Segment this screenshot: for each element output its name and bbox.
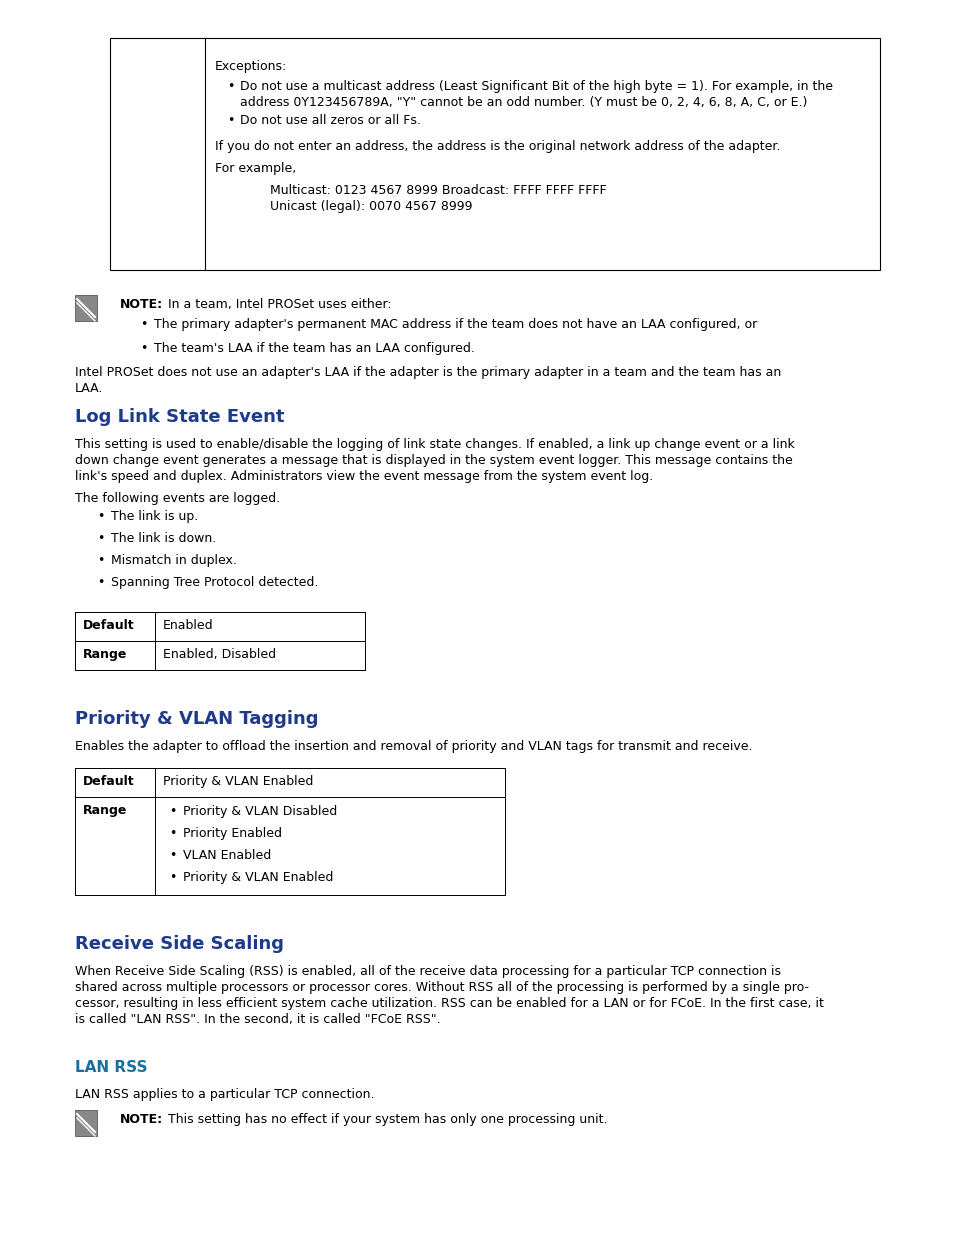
Text: •: •: [169, 848, 176, 862]
Text: The link is up.: The link is up.: [111, 510, 198, 522]
Text: •: •: [97, 532, 104, 545]
Text: This setting has no effect if your system has only one processing unit.: This setting has no effect if your syste…: [164, 1113, 607, 1126]
Text: Spanning Tree Protocol detected.: Spanning Tree Protocol detected.: [111, 576, 318, 589]
Bar: [75, 1110, 97, 1136]
Text: Default: Default: [83, 619, 134, 632]
Text: •: •: [169, 805, 176, 818]
Text: Default: Default: [83, 776, 134, 788]
Text: Range: Range: [83, 648, 128, 661]
Text: •: •: [97, 576, 104, 589]
Bar: [75, 295, 97, 321]
Text: LAN RSS: LAN RSS: [75, 1060, 148, 1074]
Text: shared across multiple processors or processor cores. Without RSS all of the pro: shared across multiple processors or pro…: [75, 981, 808, 994]
Text: LAN RSS applies to a particular TCP connection.: LAN RSS applies to a particular TCP conn…: [75, 1088, 375, 1100]
Text: The team's LAA if the team has an LAA configured.: The team's LAA if the team has an LAA co…: [153, 342, 475, 354]
Text: Receive Side Scaling: Receive Side Scaling: [75, 935, 284, 953]
Text: Priority & VLAN Enabled: Priority & VLAN Enabled: [163, 776, 313, 788]
Text: address 0Y123456789A, "Y" cannot be an odd number. (Y must be 0, 2, 4, 6, 8, A, : address 0Y123456789A, "Y" cannot be an o…: [240, 96, 806, 109]
Text: •: •: [140, 317, 147, 331]
Text: This setting is used to enable/disable the logging of link state changes. If ena: This setting is used to enable/disable t…: [75, 438, 794, 451]
Text: In a team, Intel PROSet uses either:: In a team, Intel PROSet uses either:: [164, 298, 392, 311]
Text: Priority & VLAN Disabled: Priority & VLAN Disabled: [183, 805, 337, 818]
Text: Unicast (legal): 0070 4567 8999: Unicast (legal): 0070 4567 8999: [270, 200, 472, 212]
Text: Priority & VLAN Enabled: Priority & VLAN Enabled: [183, 871, 333, 884]
Text: Priority Enabled: Priority Enabled: [183, 827, 282, 840]
Text: Intel PROSet does not use an adapter's LAA if the adapter is the primary adapter: Intel PROSet does not use an adapter's L…: [75, 366, 781, 379]
Text: NOTE:: NOTE:: [120, 1113, 163, 1126]
Text: link's speed and duplex. Administrators view the event message from the system e: link's speed and duplex. Administrators …: [75, 471, 653, 483]
Text: Do not use all zeros or all Fs.: Do not use all zeros or all Fs.: [240, 114, 420, 127]
Text: •: •: [169, 871, 176, 884]
Text: Exceptions:: Exceptions:: [214, 61, 287, 73]
Text: Range: Range: [83, 804, 128, 818]
Text: •: •: [140, 342, 147, 354]
Text: Enabled, Disabled: Enabled, Disabled: [163, 648, 275, 661]
Text: LAA.: LAA.: [75, 382, 103, 395]
Text: The link is down.: The link is down.: [111, 532, 216, 545]
Text: NOTE:: NOTE:: [120, 298, 163, 311]
Text: If you do not enter an address, the address is the original network address of t: If you do not enter an address, the addr…: [214, 140, 780, 153]
Text: Enables the adapter to offload the insertion and removal of priority and VLAN ta: Enables the adapter to offload the inser…: [75, 740, 752, 753]
Bar: [110, 38, 879, 270]
Text: For example,: For example,: [214, 162, 296, 175]
Text: down change event generates a message that is displayed in the system event logg: down change event generates a message th…: [75, 454, 792, 467]
Text: The following events are logged.: The following events are logged.: [75, 492, 280, 505]
Text: •: •: [97, 510, 104, 522]
Text: is called "LAN RSS". In the second, it is called "FCoE RSS".: is called "LAN RSS". In the second, it i…: [75, 1013, 440, 1026]
Text: •: •: [97, 555, 104, 567]
Text: Priority & VLAN Tagging: Priority & VLAN Tagging: [75, 710, 318, 727]
Text: VLAN Enabled: VLAN Enabled: [183, 848, 271, 862]
Text: cessor, resulting in less efficient system cache utilization. RSS can be enabled: cessor, resulting in less efficient syst…: [75, 997, 823, 1010]
Text: Log Link State Event: Log Link State Event: [75, 408, 284, 426]
Text: Multicast: 0123 4567 8999 Broadcast: FFFF FFFF FFFF: Multicast: 0123 4567 8999 Broadcast: FFF…: [270, 184, 606, 198]
Text: •: •: [169, 827, 176, 840]
Text: When Receive Side Scaling (RSS) is enabled, all of the receive data processing f: When Receive Side Scaling (RSS) is enabl…: [75, 965, 781, 978]
Text: Enabled: Enabled: [163, 619, 213, 632]
Text: The primary adapter's permanent MAC address if the team does not have an LAA con: The primary adapter's permanent MAC addr…: [153, 317, 757, 331]
Text: Do not use a multicast address (Least Significant Bit of the high byte = 1). For: Do not use a multicast address (Least Si…: [240, 80, 832, 93]
Text: •: •: [227, 114, 234, 127]
Text: •: •: [227, 80, 234, 93]
Text: Mismatch in duplex.: Mismatch in duplex.: [111, 555, 236, 567]
